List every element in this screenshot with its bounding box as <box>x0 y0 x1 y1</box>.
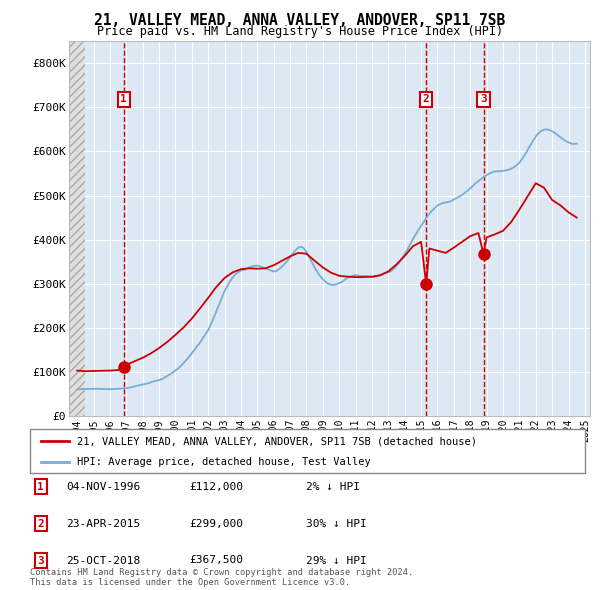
Text: £299,000: £299,000 <box>189 519 243 529</box>
Text: 1: 1 <box>121 94 127 104</box>
Text: 2: 2 <box>37 519 44 529</box>
Text: 04-NOV-1996: 04-NOV-1996 <box>66 482 140 491</box>
Text: 23-APR-2015: 23-APR-2015 <box>66 519 140 529</box>
Text: £112,000: £112,000 <box>189 482 243 491</box>
Bar <box>69 41 85 416</box>
Text: 2% ↓ HPI: 2% ↓ HPI <box>306 482 360 491</box>
Text: 21, VALLEY MEAD, ANNA VALLEY, ANDOVER, SP11 7SB: 21, VALLEY MEAD, ANNA VALLEY, ANDOVER, S… <box>94 13 506 28</box>
Text: 1: 1 <box>37 482 44 491</box>
Text: 29% ↓ HPI: 29% ↓ HPI <box>306 556 367 565</box>
Text: Price paid vs. HM Land Registry's House Price Index (HPI): Price paid vs. HM Land Registry's House … <box>97 25 503 38</box>
Text: 30% ↓ HPI: 30% ↓ HPI <box>306 519 367 529</box>
Text: HPI: Average price, detached house, Test Valley: HPI: Average price, detached house, Test… <box>77 457 371 467</box>
Text: 21, VALLEY MEAD, ANNA VALLEY, ANDOVER, SP11 7SB (detached house): 21, VALLEY MEAD, ANNA VALLEY, ANDOVER, S… <box>77 437 477 446</box>
Text: 25-OCT-2018: 25-OCT-2018 <box>66 556 140 565</box>
Text: 3: 3 <box>37 556 44 565</box>
FancyBboxPatch shape <box>30 429 585 473</box>
Text: Contains HM Land Registry data © Crown copyright and database right 2024.
This d: Contains HM Land Registry data © Crown c… <box>30 568 413 587</box>
Text: £367,500: £367,500 <box>189 556 243 565</box>
Text: 3: 3 <box>480 94 487 104</box>
Text: 2: 2 <box>423 94 430 104</box>
